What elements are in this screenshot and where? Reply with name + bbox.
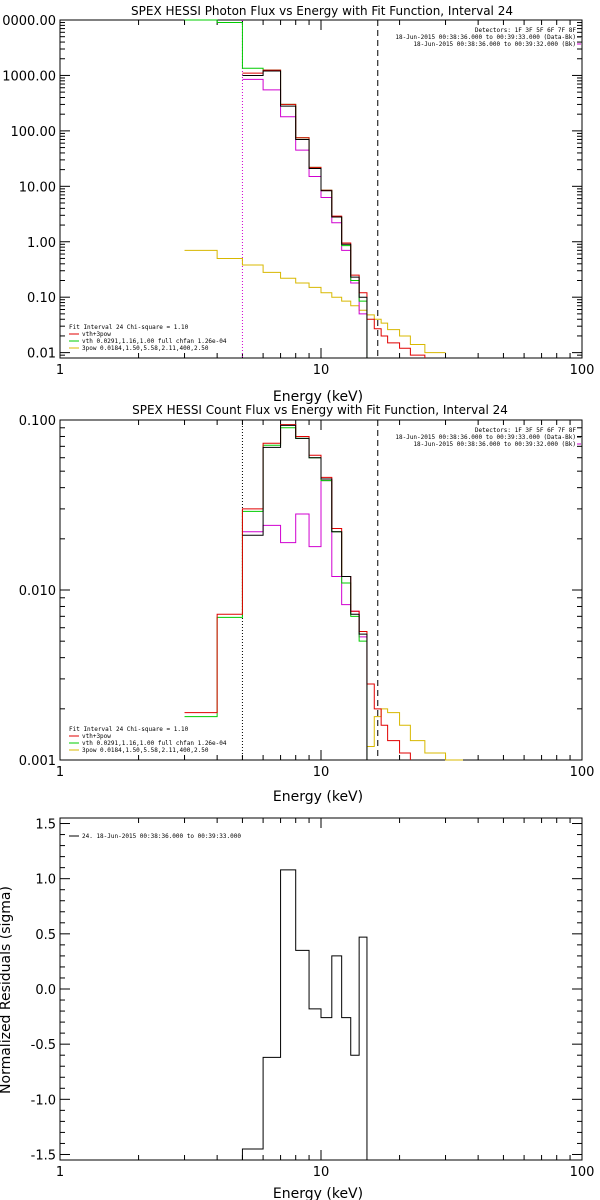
x-tick-label: 10 [313, 363, 330, 378]
x-tick-label: 100 [570, 363, 595, 378]
residuals-panel: 1 10 100 1.5 1.0 0.5 0.0 -0.5 -1.0 -1.5 24. 18-Jun… [0, 817, 595, 1200]
series-bk [242, 480, 368, 760]
y-tick-label: 1.00 [27, 236, 56, 251]
y-tick-label: 0.001 [19, 754, 56, 769]
y-tick-label: -1.5 [31, 1148, 56, 1163]
residuals-xlabel: Energy (keV) [273, 1186, 363, 1200]
y-tick-label: 0000.00 [2, 14, 56, 29]
series-data [242, 70, 368, 358]
count-flux-title: SPEX HESSI Count Flux vs Energy with Fit… [132, 403, 508, 417]
legend-header-line: 18-Jun-2015 00:38:36.000 to 00:39:32.000… [413, 41, 576, 48]
legend-entry: vth 0.0291,1.16,1.00 full chfan 1.26e-04 [82, 740, 227, 747]
y-tick-label: 1.0 [35, 873, 56, 888]
legend-header-line: 18-Jun-2015 00:38:36.000 to 00:39:33.000… [395, 34, 576, 41]
x-tick-label: 1 [56, 765, 64, 780]
x-tick-label: 100 [570, 765, 595, 780]
photon-flux-xlabel: Energy (keV) [273, 389, 363, 405]
y-tick-label: 0.0 [35, 983, 56, 998]
x-tick-label: 1 [56, 1165, 64, 1180]
legend-header-line: Detectors: 1F 3F 5F 6F 7F 8F [475, 427, 577, 434]
legend-entry: Fit Interval 24 Chi-square = 1.10 [69, 324, 189, 331]
series-bk [242, 78, 368, 358]
y-tick-label: 0.010 [19, 584, 56, 599]
legend-entry: 3pow 0.0184,1.50,5.58,2.11,400,2.50 [82, 747, 209, 754]
y-tick-label: 10.00 [19, 180, 56, 195]
legend-entry: vth+3pow [82, 331, 111, 338]
y-tick-label: 0.01 [27, 347, 56, 362]
series-residuals [241, 869, 368, 1160]
series-data [242, 424, 368, 760]
count-flux-xlabel: Energy (keV) [273, 789, 363, 805]
y-tick-label: 100.00 [11, 125, 57, 140]
series-vth+3pow [184, 424, 411, 760]
y-tick-label: 0.10 [27, 291, 56, 306]
series-vth+3pow [242, 69, 426, 358]
x-tick-label: 1 [56, 363, 64, 378]
legend-entry: Fit Interval 24 Chi-square = 1.10 [69, 726, 189, 733]
legend-entry: vth+3pow [82, 733, 111, 740]
legend-header-line: 18-Jun-2015 00:38:36.000 to 00:39:33.000… [395, 434, 576, 441]
legend-header-line: Detectors: 1F 3F 5F 6F 7F 8F [475, 27, 577, 34]
series-3pow [184, 249, 446, 354]
legend-entry: 3pow 0.0184,1.50,5.58,2.11,400,2.50 [82, 345, 209, 352]
count-flux-plot-area: 1 10 100 0.100 0.010 0.001 Detectors: 1F 3F 5F… [19, 414, 595, 780]
residuals-plot-area: 1 10 100 1.5 1.0 0.5 0.0 -0.5 -1.0 -1.5 24. 18-Jun… [31, 817, 595, 1180]
residuals-ylabel: Normalized Residuals (sigma) [0, 886, 14, 1094]
y-tick-label: 0.5 [35, 928, 56, 943]
photon-flux-plot-area: 1 10 100 0000.00 1000.00 100.00 10.00 1.00 0.10 0… [2, 14, 594, 378]
y-tick-label: 1.5 [35, 818, 56, 833]
legend-header-line: 18-Jun-2015 00:38:36.000 to 00:39:32.000… [413, 441, 576, 448]
y-tick-label: 1000.00 [2, 69, 56, 84]
x-tick-label: 10 [313, 765, 330, 780]
count-flux-panel: SPEX HESSI Count Flux vs Energy with Fit… [19, 403, 595, 805]
legend-entry: 24. 18-Jun-2015 00:38:36.000 to 00:39:33… [82, 833, 241, 840]
legend-entry: vth 0.0291,1.16,1.00 full chfan 1.26e-04 [82, 338, 227, 345]
y-tick-label: 0.100 [19, 414, 56, 429]
x-tick-label: 10 [313, 1165, 330, 1180]
y-tick-label: -0.5 [31, 1038, 56, 1053]
y-tick-label: -1.0 [31, 1093, 56, 1108]
x-tick-label: 100 [570, 1165, 595, 1180]
series-3pow [366, 708, 464, 761]
photon-flux-title: SPEX HESSI Photon Flux vs Energy with Fi… [131, 4, 513, 18]
series-vth [184, 427, 368, 760]
plot-frame [59, 817, 583, 1161]
photon-flux-panel: SPEX HESSI Photon Flux vs Energy with Fi… [2, 4, 594, 405]
